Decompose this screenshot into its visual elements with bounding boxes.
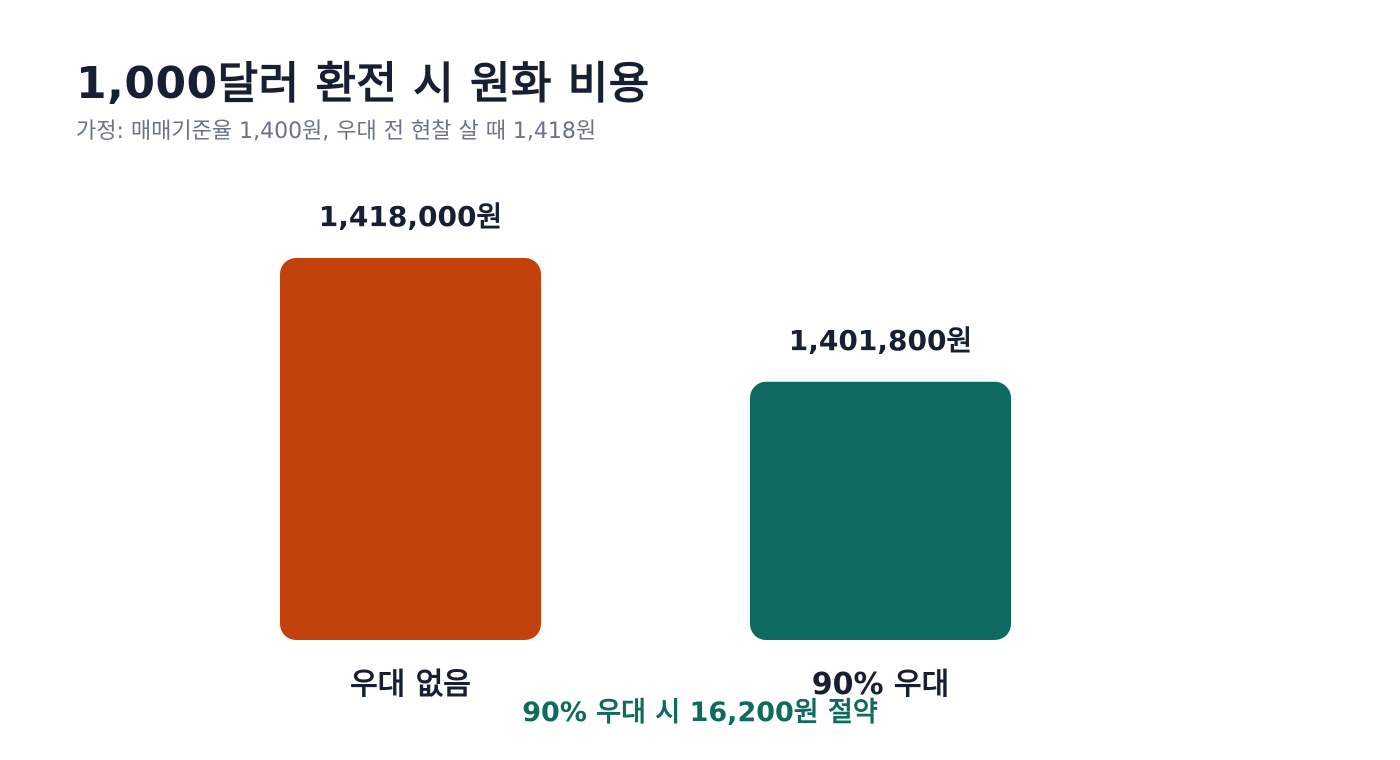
value-label-1: 1,418,000원 (319, 200, 502, 233)
category-label-1: 우대 없음 (350, 667, 471, 702)
bar-1 (280, 258, 541, 640)
chart-subtitle: 가정: 매매기준율 1,400원, 우대 전 현찰 살 때 1,418원 (76, 119, 597, 144)
chart-title: 1,000달러 환전 시 원화 비용 (76, 58, 650, 109)
value-label-2: 1,401,800원 (789, 324, 972, 357)
category-label-2: 90% 우대 (812, 667, 949, 702)
savings-annotation: 90% 우대 시 16,200원 절약 (522, 697, 878, 728)
bar-2 (750, 381, 1011, 640)
